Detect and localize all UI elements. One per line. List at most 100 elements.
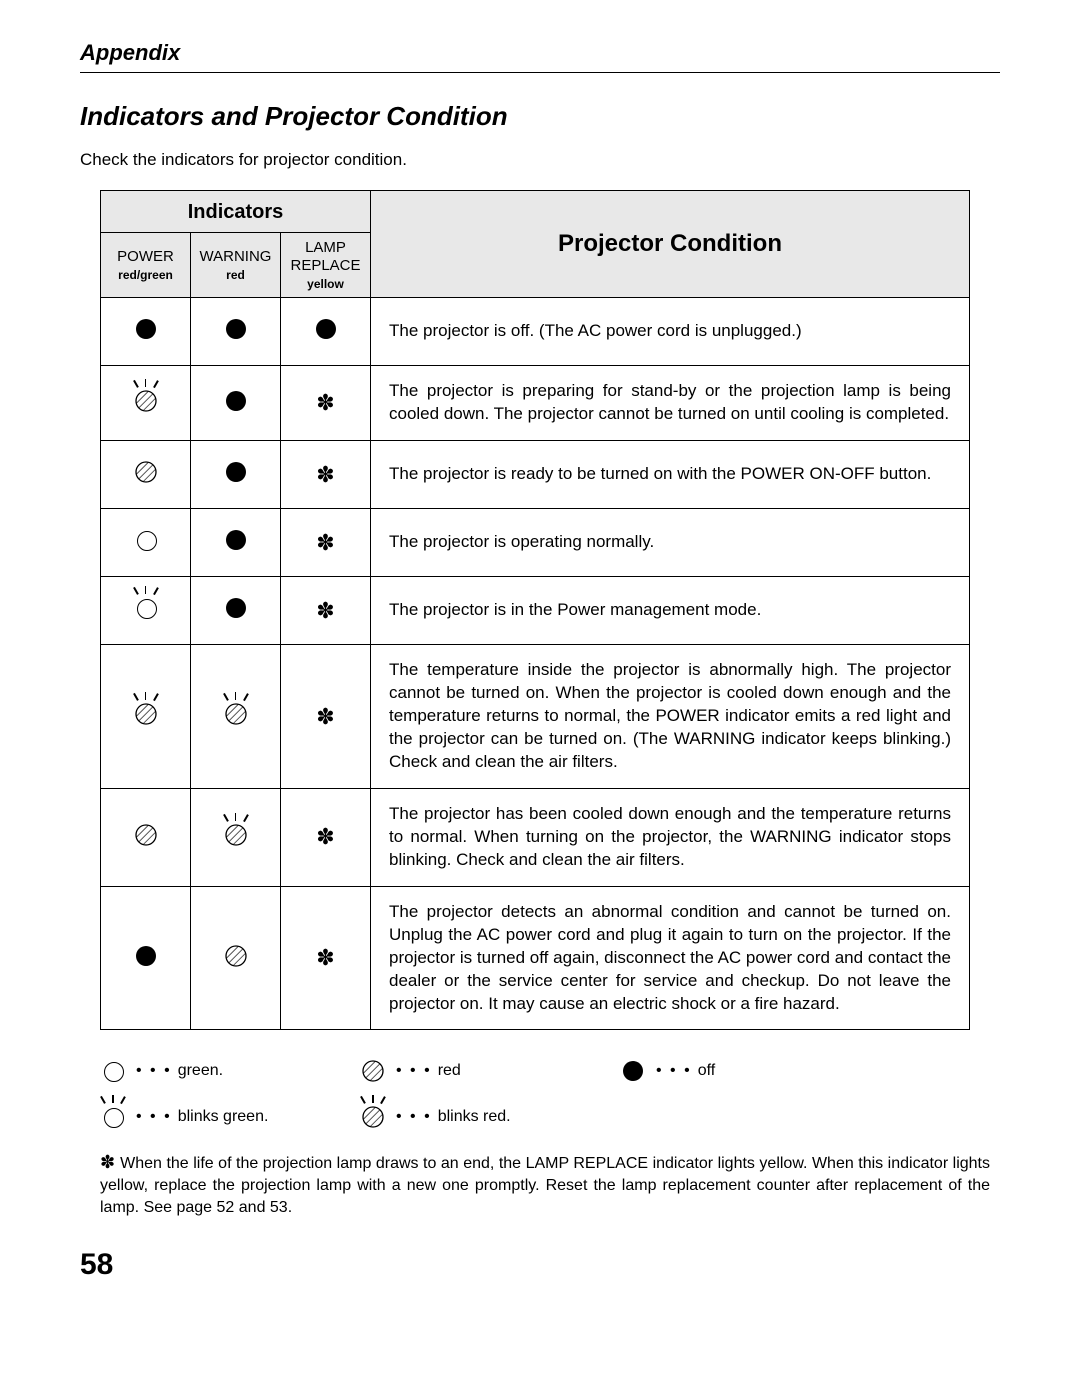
hatched-circle-blink-icon	[133, 388, 159, 414]
solid-circle-icon	[223, 316, 249, 342]
star-icon: ✽	[313, 530, 339, 556]
legend-green-label: green.	[178, 1062, 223, 1080]
lamp-cell: ✽	[281, 577, 371, 645]
appendix-header: Appendix	[80, 40, 1000, 73]
col-power-color: red/green	[105, 268, 186, 282]
open-circle-blink-icon	[133, 595, 159, 621]
lamp-cell: ✽	[281, 441, 371, 509]
star-icon: ✽	[100, 1152, 120, 1172]
condition-desc: The projector is preparing for stand-by …	[371, 366, 970, 441]
solid-circle-icon	[223, 527, 249, 553]
lamp-cell: ✽	[281, 886, 371, 1030]
open-circle-icon	[100, 1058, 126, 1084]
page-number: 58	[80, 1248, 1000, 1282]
col-warning: WARNING red	[191, 233, 281, 298]
power-cell	[101, 366, 191, 441]
table-row: ✽ The projector is operating normally.	[101, 509, 970, 577]
star-icon: ✽	[313, 945, 339, 971]
hatched-circle-blink-icon	[223, 701, 249, 727]
legend-row-2: • • • blinks green. • • • blinks red.	[100, 1104, 1000, 1130]
lamp-cell: ✽	[281, 366, 371, 441]
hatched-circle-icon	[360, 1058, 386, 1084]
star-icon: ✽	[313, 704, 339, 730]
table-row: ✽ The projector is ready to be turned on …	[101, 441, 970, 509]
indicators-header: Indicators	[101, 191, 371, 233]
star-icon: ✽	[313, 824, 339, 850]
intro-text: Check the indicators for projector condi…	[80, 150, 1000, 170]
condition-desc: The projector has been cooled down enoug…	[371, 788, 970, 886]
solid-circle-icon	[620, 1058, 646, 1084]
lamp-cell: ✽	[281, 509, 371, 577]
condition-desc: The temperature inside the projector is …	[371, 645, 970, 789]
legend: • • • green. • • • red • • • off • • • b…	[100, 1058, 1000, 1130]
dots-icon: • • •	[656, 1062, 692, 1080]
warning-cell	[191, 298, 281, 366]
warning-cell	[191, 886, 281, 1030]
star-icon: ✽	[313, 390, 339, 416]
condition-desc: The projector is in the Power management…	[371, 577, 970, 645]
power-cell	[101, 509, 191, 577]
legend-green: • • • green.	[100, 1058, 360, 1084]
warning-cell	[191, 509, 281, 577]
solid-circle-icon	[133, 316, 159, 342]
condition-desc: The projector is operating normally.	[371, 509, 970, 577]
footnote-text: When the life of the projection lamp dra…	[100, 1155, 990, 1215]
table-row: The projector is off. (The AC power cord…	[101, 298, 970, 366]
power-cell	[101, 577, 191, 645]
col-warning-name: WARNING	[195, 248, 276, 266]
lamp-cell: ✽	[281, 645, 371, 789]
legend-red: • • • red	[360, 1058, 620, 1084]
star-icon: ✽	[313, 462, 339, 488]
hatched-circle-icon	[133, 459, 159, 485]
indicators-table: Indicators Projector Condition POWER red…	[100, 190, 970, 1030]
power-cell	[101, 441, 191, 509]
power-cell	[101, 298, 191, 366]
solid-circle-icon	[133, 943, 159, 969]
lamp-cell: ✽	[281, 788, 371, 886]
legend-off-label: off	[698, 1062, 716, 1080]
table-body: The projector is off. (The AC power cord…	[101, 298, 970, 1030]
warning-cell	[191, 366, 281, 441]
col-power-name: POWER	[105, 248, 186, 266]
hatched-circle-icon	[133, 822, 159, 848]
legend-blinks-green-label: blinks green.	[178, 1108, 269, 1126]
condition-desc: The projector is off. (The AC power cord…	[371, 298, 970, 366]
solid-circle-icon	[223, 459, 249, 485]
table-row: ✽ The projector is preparing for stand-by…	[101, 366, 970, 441]
warning-cell	[191, 577, 281, 645]
power-cell	[101, 788, 191, 886]
dots-icon: • • •	[396, 1062, 432, 1080]
col-lamp-color: yellow	[285, 277, 366, 291]
legend-blinks-red-label: blinks red.	[438, 1108, 511, 1126]
table-wrapper: Indicators Projector Condition POWER red…	[100, 190, 1000, 1030]
dots-icon: • • •	[136, 1062, 172, 1080]
dots-icon: • • •	[396, 1108, 432, 1126]
legend-off: • • • off	[620, 1058, 880, 1084]
page: Appendix Indicators and Projector Condit…	[0, 0, 1080, 1312]
condition-desc: The projector is ready to be turned on w…	[371, 441, 970, 509]
solid-circle-icon	[223, 595, 249, 621]
hatched-circle-blink-icon	[223, 822, 249, 848]
power-cell	[101, 645, 191, 789]
hatched-circle-blink-icon	[133, 701, 159, 727]
solid-circle-icon	[223, 388, 249, 414]
open-circle-icon	[133, 527, 159, 553]
col-warning-color: red	[195, 268, 276, 282]
dots-icon: • • •	[136, 1108, 172, 1126]
lamp-cell	[281, 298, 371, 366]
projector-condition-header: Projector Condition	[371, 191, 970, 298]
legend-blinks-green: • • • blinks green.	[100, 1104, 360, 1130]
solid-circle-icon	[313, 316, 339, 342]
table-row: ✽The projector detects an abnormal condi…	[101, 886, 970, 1030]
warning-cell	[191, 645, 281, 789]
hatched-circle-icon	[223, 943, 249, 969]
table-row: ✽ The projector has been cooled down enou…	[101, 788, 970, 886]
legend-row-1: • • • green. • • • red • • • off	[100, 1058, 1000, 1084]
footnote: ✽ When the life of the projection lamp d…	[100, 1150, 990, 1218]
legend-blinks-red: • • • blinks red.	[360, 1104, 620, 1130]
col-lamp: LAMP REPLACE yellow	[281, 233, 371, 298]
open-circle-blink-icon	[100, 1104, 126, 1130]
power-cell	[101, 886, 191, 1030]
warning-cell	[191, 788, 281, 886]
warning-cell	[191, 441, 281, 509]
